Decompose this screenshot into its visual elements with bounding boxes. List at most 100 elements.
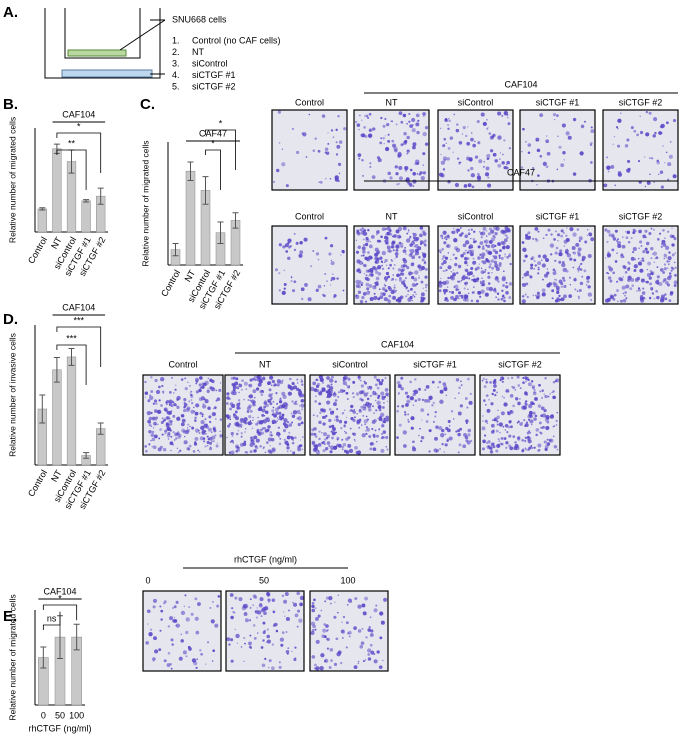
cell bbox=[183, 650, 187, 654]
cell bbox=[336, 443, 339, 446]
cell bbox=[237, 643, 238, 644]
cell bbox=[531, 424, 532, 425]
cell bbox=[489, 263, 492, 266]
cell bbox=[537, 294, 541, 298]
cell bbox=[501, 411, 505, 415]
cell bbox=[383, 418, 385, 420]
cell bbox=[267, 381, 271, 385]
cell bbox=[399, 424, 402, 427]
cell bbox=[579, 266, 580, 267]
cell bbox=[608, 276, 612, 280]
condition-label: Control (no CAF cells) bbox=[192, 35, 281, 45]
cell bbox=[253, 449, 256, 452]
cell bbox=[241, 432, 243, 434]
cell bbox=[154, 379, 157, 382]
cell bbox=[626, 168, 630, 172]
cell bbox=[300, 439, 301, 440]
cell bbox=[284, 403, 288, 407]
cell bbox=[590, 144, 592, 146]
cell bbox=[433, 402, 435, 404]
cell bbox=[459, 443, 462, 446]
cell bbox=[332, 274, 334, 276]
cell bbox=[362, 604, 366, 608]
cell bbox=[496, 291, 497, 292]
cell bbox=[608, 273, 610, 275]
cell bbox=[315, 138, 317, 140]
cell bbox=[313, 149, 316, 152]
cell bbox=[418, 388, 421, 391]
cell bbox=[264, 415, 265, 416]
cell bbox=[175, 385, 176, 386]
cell bbox=[489, 266, 491, 268]
cell bbox=[316, 450, 320, 454]
cell bbox=[506, 431, 508, 433]
cell bbox=[664, 237, 666, 239]
cell bbox=[616, 240, 618, 242]
cell bbox=[299, 241, 302, 244]
cell bbox=[367, 648, 371, 652]
cell bbox=[252, 389, 256, 393]
cell bbox=[182, 419, 186, 423]
cell bbox=[164, 659, 167, 662]
cell bbox=[463, 294, 467, 298]
cell bbox=[355, 121, 357, 123]
cell bbox=[375, 261, 378, 264]
cell bbox=[372, 175, 376, 179]
cell bbox=[644, 157, 645, 158]
cell bbox=[561, 297, 565, 301]
cell bbox=[627, 160, 630, 163]
cell bbox=[495, 449, 498, 452]
cell bbox=[209, 421, 211, 423]
cell bbox=[244, 612, 248, 616]
cell bbox=[175, 625, 176, 626]
cell bbox=[458, 289, 460, 291]
cell bbox=[486, 230, 487, 231]
significance-label: ** bbox=[68, 138, 76, 148]
cell bbox=[200, 387, 202, 389]
cell bbox=[458, 298, 459, 299]
cell bbox=[218, 389, 221, 392]
cell bbox=[343, 290, 345, 292]
cell bbox=[291, 651, 292, 652]
cell bbox=[412, 294, 414, 296]
cell bbox=[361, 255, 363, 257]
condition-number: 3. bbox=[172, 58, 180, 68]
cell bbox=[524, 440, 526, 442]
cell bbox=[537, 231, 539, 233]
cell bbox=[532, 447, 534, 449]
cell bbox=[184, 606, 185, 607]
cell bbox=[286, 631, 288, 633]
cell bbox=[528, 152, 531, 155]
cell bbox=[330, 384, 332, 386]
cell bbox=[267, 599, 270, 602]
cell bbox=[497, 423, 499, 425]
cell bbox=[331, 260, 332, 261]
cell bbox=[184, 436, 185, 437]
cell bbox=[361, 384, 364, 387]
cell bbox=[336, 408, 338, 410]
cell bbox=[359, 229, 362, 232]
cell bbox=[531, 256, 534, 259]
cell bbox=[363, 611, 367, 615]
cell bbox=[440, 234, 443, 237]
cell bbox=[441, 258, 443, 260]
cell bbox=[252, 420, 253, 421]
cell bbox=[235, 634, 239, 638]
cell bbox=[387, 299, 389, 301]
cell bbox=[318, 402, 321, 405]
cell bbox=[271, 666, 275, 670]
cell bbox=[209, 442, 212, 445]
cell bbox=[419, 233, 423, 237]
cell bbox=[336, 416, 337, 417]
cell bbox=[354, 597, 357, 600]
cell bbox=[651, 288, 653, 290]
cell bbox=[188, 646, 191, 649]
cell bbox=[285, 592, 289, 596]
cell bbox=[388, 267, 390, 269]
cell bbox=[314, 388, 317, 391]
cell bbox=[527, 432, 530, 435]
cell bbox=[441, 443, 443, 445]
cell bbox=[232, 435, 234, 437]
cell bbox=[574, 288, 576, 290]
cell bbox=[356, 413, 358, 415]
